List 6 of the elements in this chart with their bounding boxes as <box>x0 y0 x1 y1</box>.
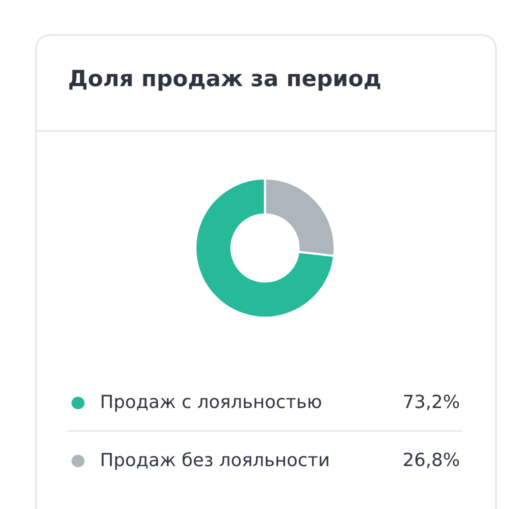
legend-label: Продаж с лояльностью <box>102 394 322 412</box>
data-label: 26,8% <box>404 452 460 468</box>
donut-slice <box>194 177 336 319</box>
legend-label: Продаж без лояльности <box>102 452 328 470</box>
data-label: 73,2% <box>404 394 460 410</box>
chart-title: Доля продаж за период <box>69 70 380 91</box>
